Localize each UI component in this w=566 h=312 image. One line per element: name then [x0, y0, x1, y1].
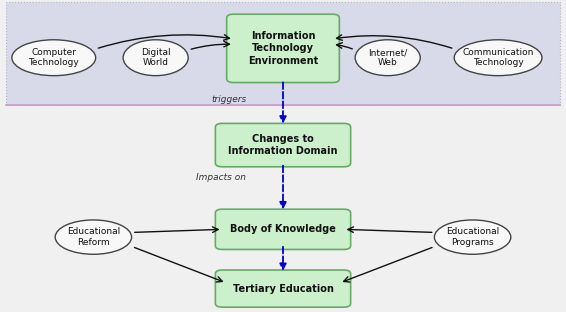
Text: Computer
Technology: Computer Technology — [28, 48, 79, 67]
Text: Tertiary Education: Tertiary Education — [233, 284, 333, 294]
Text: Body of Knowledge: Body of Knowledge — [230, 224, 336, 234]
Text: triggers: triggers — [211, 95, 246, 104]
Text: Internet/
Web: Internet/ Web — [368, 48, 408, 67]
Ellipse shape — [355, 40, 420, 76]
Ellipse shape — [435, 220, 511, 254]
Ellipse shape — [55, 220, 131, 254]
Text: Communication
Technology: Communication Technology — [462, 48, 534, 67]
Text: Impacts on: Impacts on — [196, 173, 246, 182]
FancyBboxPatch shape — [215, 209, 350, 250]
Text: Educational
Programs: Educational Programs — [446, 227, 499, 247]
Text: Changes to
Information Domain: Changes to Information Domain — [228, 134, 338, 156]
FancyBboxPatch shape — [6, 2, 560, 105]
FancyBboxPatch shape — [215, 270, 350, 307]
Text: Digital
World: Digital World — [141, 48, 170, 67]
Text: Educational
Reform: Educational Reform — [67, 227, 120, 247]
Ellipse shape — [454, 40, 542, 76]
Ellipse shape — [123, 40, 188, 76]
FancyBboxPatch shape — [226, 14, 339, 83]
Ellipse shape — [12, 40, 96, 76]
Text: Information
Technology
Environment: Information Technology Environment — [248, 31, 318, 66]
FancyBboxPatch shape — [215, 123, 350, 167]
